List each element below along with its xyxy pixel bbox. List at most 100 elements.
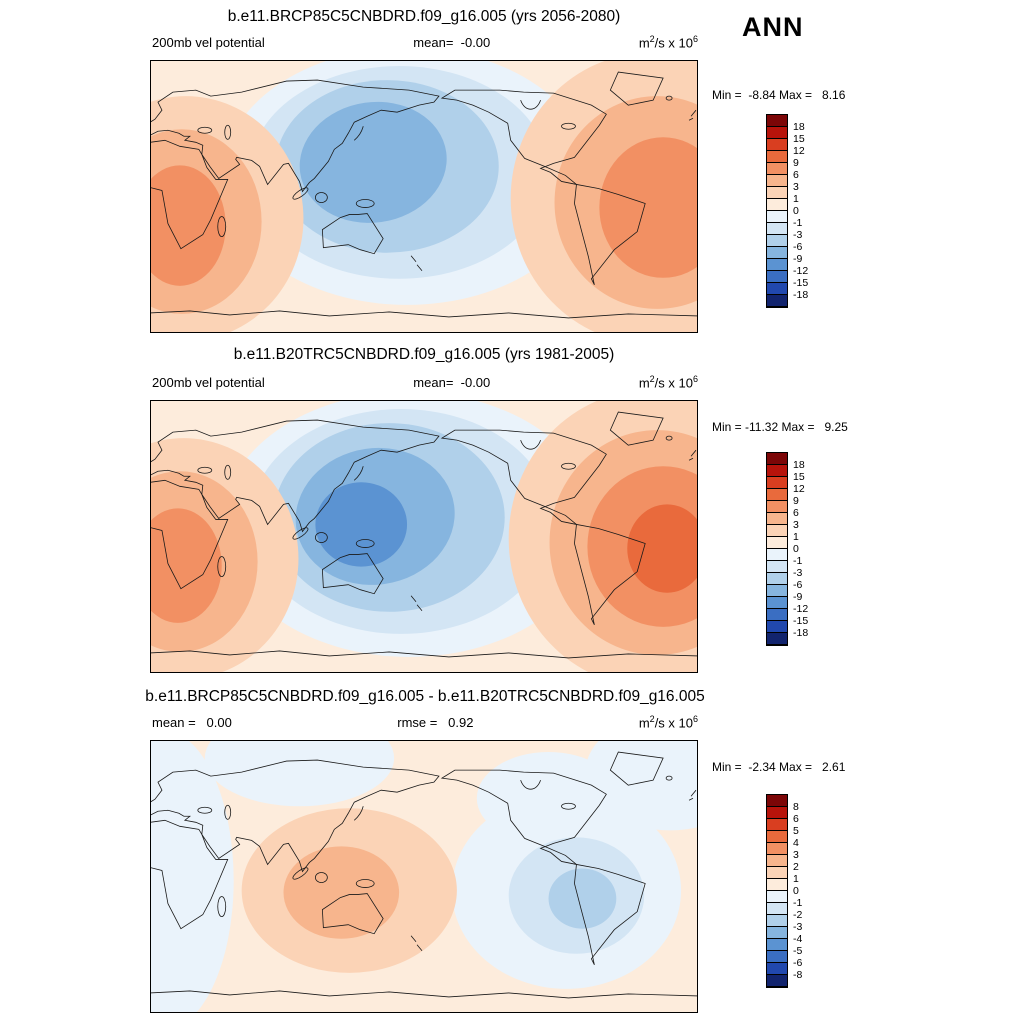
colorbar-cell <box>767 927 787 939</box>
panel-2-units-label: m2/s x 106 <box>638 374 698 391</box>
map-panel-1 <box>150 60 698 333</box>
colorbar-tick-label: -1 <box>793 897 803 909</box>
colorbar-tick-label: 3 <box>793 181 799 193</box>
colorbar-tick-label: 3 <box>793 849 799 861</box>
map-panel-3 <box>150 740 698 1013</box>
colorbar-cell <box>767 915 787 927</box>
colorbar-cell <box>767 609 787 621</box>
colorbar-tick-label: 1 <box>793 193 799 205</box>
colorbar-cell <box>767 465 787 477</box>
colorbar-tick-labels: 18 15 12 9 6 3 1 0 -1 -3 -6 -9 -12 -15 -18 <box>793 115 833 307</box>
colorbar-tick-label: -9 <box>793 591 803 603</box>
colorbar-tick-label: 1 <box>793 531 799 543</box>
colorbar-cell <box>767 513 787 525</box>
colorbar-tick-label: -2 <box>793 909 803 921</box>
colorbar-tick-label: 12 <box>793 483 805 495</box>
colorbar-cell <box>767 807 787 819</box>
colorbar-panel-1: 18 15 12 9 6 3 1 0 -1 -3 -6 -9 -12 -15 -18 <box>766 114 808 308</box>
colorbar-tick-label: 6 <box>793 813 799 825</box>
colorbar-tick-label: -15 <box>793 615 809 627</box>
colorbar-tick-label: -9 <box>793 253 803 265</box>
colorbar-tick-label: -6 <box>793 579 803 591</box>
colorbar-cell <box>767 175 787 187</box>
colorbar-cell <box>767 867 787 879</box>
colorbar-tick-label: 9 <box>793 157 799 169</box>
colorbar-cell <box>767 597 787 609</box>
panel-3-mean-value: mean = 0.00 <box>152 715 232 731</box>
colorbar-tick-label: 6 <box>793 169 799 181</box>
season-label: ANN <box>742 12 804 42</box>
panel-3-subrow: mean = 0.00 rmse = 0.92 m2/s x 106 <box>152 714 698 730</box>
colorbar-tick-label: -4 <box>793 933 803 945</box>
colorbar-tick-label: -15 <box>793 277 809 289</box>
colorbar-tick-label: 18 <box>793 121 805 133</box>
colorbar-tick-label: -3 <box>793 229 803 241</box>
colorbar-cell <box>767 115 787 127</box>
colorbar-cell <box>767 891 787 903</box>
colorbar-cell <box>767 585 787 597</box>
panel-2-variable-label: 200mb vel potential <box>152 375 265 391</box>
colorbar-tick-label: -6 <box>793 957 803 969</box>
colorbar-cell <box>767 199 787 211</box>
map-panel-2 <box>150 400 698 673</box>
panel-3-title: b.e11.BRCP85C5CNBDRD.f09_g16.005 - b.e11… <box>145 688 705 705</box>
panel-1-mean-value: mean= -0.00 <box>413 35 491 51</box>
colorbar-tick-label: -8 <box>793 969 803 981</box>
panel-2-title: b.e11.B20TRC5CNBDRD.f09_g16.005 (yrs 198… <box>233 346 615 363</box>
colorbar-tick-label: 2 <box>793 861 799 873</box>
panel-2-mean-value: mean= -0.00 <box>413 375 491 391</box>
colorbar-tick-labels: 8 6 5 4 3 2 1 0 -1 -2 -3 -4 -5 -6 -8 <box>793 795 833 987</box>
colorbar-cell <box>767 975 787 987</box>
colorbar-tick-label: -1 <box>793 217 803 229</box>
colorbar-cell <box>767 843 787 855</box>
colorbar-cell <box>767 163 787 175</box>
colorbar-cell <box>767 561 787 573</box>
colorbar-panel-3: 8 6 5 4 3 2 1 0 -1 -2 -3 -4 -5 -6 -8 <box>766 794 802 988</box>
colorbar-tick-label: 5 <box>793 825 799 837</box>
colorbar-tick-label: 9 <box>793 495 799 507</box>
colorbar-cell <box>767 537 787 549</box>
colorbar-tick-label: -5 <box>793 945 803 957</box>
panel-1-variable-label: 200mb vel potential <box>152 35 265 51</box>
colorbar-cell <box>767 831 787 843</box>
panel-1-title: b.e11.BRCP85C5CNBDRD.f09_g16.005 (yrs 20… <box>227 8 621 25</box>
colorbar-cell <box>767 489 787 501</box>
colorbar-cell <box>767 453 787 465</box>
colorbar-cell <box>767 795 787 807</box>
colorbar-cell <box>767 223 787 235</box>
colorbar-tick-label: -18 <box>793 289 809 301</box>
colorbar-tick-label: 15 <box>793 133 805 145</box>
colorbar-tick-label: -6 <box>793 241 803 253</box>
colorbar-cell <box>767 235 787 247</box>
colorbar-cell <box>767 283 787 295</box>
panel-3-rmse-value: rmse = 0.92 <box>397 715 474 731</box>
colorbar-cell <box>767 621 787 633</box>
colorbar-cell <box>767 819 787 831</box>
colorbar-cell <box>767 879 787 891</box>
colorbar-tick-label: 15 <box>793 471 805 483</box>
colorbar-cell <box>767 271 787 283</box>
panel-3-units-label: m2/s x 106 <box>638 714 698 731</box>
colorbar-tick-label: -3 <box>793 567 803 579</box>
panel-1-subrow: 200mb vel potential mean= -0.00 m2/s x 1… <box>152 34 698 50</box>
colorbar-cell <box>767 963 787 975</box>
colorbar-cell <box>767 139 787 151</box>
colorbar-tick-label: 1 <box>793 873 799 885</box>
colorbar-cell <box>767 855 787 867</box>
colorbar-tick-label: 12 <box>793 145 805 157</box>
colorbar-cell <box>767 211 787 223</box>
colorbar-cell <box>767 903 787 915</box>
colorbar-cell <box>767 501 787 513</box>
colorbar-cell <box>767 295 787 307</box>
colorbar-cell <box>767 951 787 963</box>
colorbar-tick-label: 3 <box>793 519 799 531</box>
colorbar-tick-label: -18 <box>793 627 809 639</box>
colorbar-cell <box>767 573 787 585</box>
colorbar-tick-label: 0 <box>793 205 799 217</box>
panel-1-units-label: m2/s x 106 <box>638 34 698 51</box>
colorbar-cell <box>767 633 787 645</box>
panel-2-minmax-label: Min = -11.32 Max = 9.25 <box>712 420 848 434</box>
colorbar-tick-labels: 18 15 12 9 6 3 1 0 -1 -3 -6 -9 -12 -15 -18 <box>793 453 833 645</box>
colorbar-tick-label: -12 <box>793 603 809 615</box>
colorbar-cell <box>767 477 787 489</box>
